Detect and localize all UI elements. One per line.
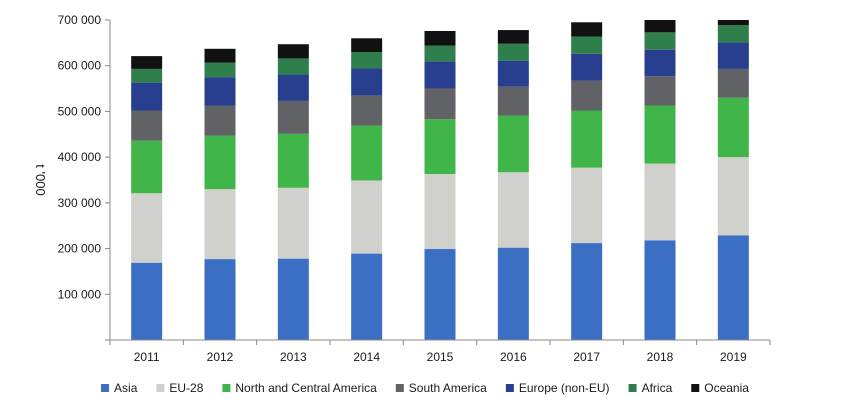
bar-segment [644, 240, 676, 340]
bar-segment [277, 44, 309, 59]
y-tick-label: 300 000 [58, 196, 102, 210]
bar-segment [204, 189, 236, 260]
x-tick-label: 2013 [280, 350, 307, 364]
bar-segment [204, 259, 236, 340]
x-tick-label: 2011 [134, 350, 160, 364]
bar-segment [571, 53, 603, 81]
bar-segment [277, 58, 309, 75]
bar-segment [277, 74, 309, 101]
bar-segment [131, 56, 163, 69]
x-axis-ticks: 2011 2012 2013 2014 2015 2016 2017 2018 2019 [109, 340, 771, 364]
bar-segment [424, 174, 456, 250]
bar-segment [204, 135, 236, 190]
legend-label: Africa [642, 381, 673, 395]
legend-swatch [101, 384, 110, 392]
bar-segment [351, 68, 383, 96]
x-tick-label: 2014 [353, 350, 380, 364]
bar-segment [644, 49, 676, 77]
bar-segment [571, 110, 603, 168]
bar-segment [131, 110, 163, 141]
bar-segment [497, 115, 529, 173]
legend-swatch [691, 384, 700, 392]
legend-label: EU-28 [169, 381, 203, 395]
y-tick-label: 500 000 [58, 104, 102, 118]
bar-segment [571, 36, 603, 54]
legend-swatch [156, 384, 165, 392]
bar-segment [277, 187, 309, 259]
bar-segment [424, 45, 456, 62]
bar-segment [571, 243, 603, 340]
legend-label: Asia [114, 381, 138, 395]
bar-segment [717, 25, 749, 43]
x-tick-label: 2018 [647, 350, 674, 364]
x-tick-label: 2017 [573, 350, 600, 364]
bar-segment [277, 133, 309, 188]
bar-segment [717, 20, 749, 26]
bar-segment [717, 68, 749, 98]
legend-label: South America [409, 381, 487, 395]
bar-segment [571, 22, 603, 37]
bar-segment [424, 119, 456, 175]
y-axis-title: t '000 [33, 164, 48, 195]
bar-segment [204, 62, 236, 78]
bar-segment [644, 163, 676, 241]
bar-segment [131, 193, 163, 263]
bar-segment [644, 32, 676, 50]
legend-label: Oceania [704, 381, 749, 395]
bar-segment [204, 48, 236, 63]
legend: Asia EU-28 North and Central America South … [101, 381, 749, 395]
legend-swatch [628, 384, 637, 392]
bar-segment [351, 253, 383, 340]
bar-segment [131, 262, 163, 340]
legend-swatch [505, 384, 514, 392]
legend-swatch [395, 384, 404, 392]
y-tick-label: 600 000 [58, 59, 102, 73]
bar-segment [717, 157, 749, 236]
legend-swatch [222, 384, 231, 392]
y-tick-label: 400 000 [58, 150, 102, 164]
bar-segment [351, 125, 383, 181]
bar-segment [351, 38, 383, 52]
legend-label: Europe (non-EU) [519, 381, 610, 395]
bar-segment [571, 167, 603, 244]
bar-segment [424, 249, 456, 340]
bar-segment [571, 80, 603, 111]
bar-segment [131, 82, 163, 111]
x-tick-label: 2012 [207, 350, 234, 364]
bar-segment [351, 52, 383, 69]
y-tick-label: 200 000 [58, 242, 102, 256]
x-tick-label: 2016 [500, 350, 527, 364]
bar-segment [717, 235, 749, 340]
bar-segment [204, 77, 236, 106]
legend-label: North and Central America [235, 381, 377, 395]
bar-segment [424, 88, 456, 120]
bar-segment [644, 105, 676, 164]
bar-segment [717, 97, 749, 158]
bar-segment [424, 30, 456, 46]
bar-segment [497, 86, 529, 116]
y-axis-ticks: 100 000 200 000 300 000 400 000 500 000 600 0… [58, 13, 110, 341]
x-tick-label: 2019 [720, 350, 747, 364]
bar-segment [131, 140, 163, 194]
bar-segment [131, 68, 163, 83]
bar-segment [351, 180, 383, 254]
bar-segment [497, 30, 529, 44]
bar-segment [277, 100, 309, 134]
bar-segment [497, 60, 529, 87]
y-tick-label: 700 000 [58, 13, 102, 27]
bar-segment [497, 172, 529, 248]
x-tick-label: 2015 [427, 350, 454, 364]
bar-segment [424, 61, 456, 89]
bar-segment [497, 247, 529, 340]
bar-stacks [131, 20, 749, 340]
bar-segment [351, 95, 383, 126]
bar-segment [644, 76, 676, 106]
bar-segment [497, 43, 529, 61]
bar-segment [204, 105, 236, 136]
bar-segment [644, 20, 676, 33]
bar-segment [277, 258, 309, 340]
bar-segment [717, 42, 749, 69]
y-tick-label: 100 000 [58, 287, 102, 301]
